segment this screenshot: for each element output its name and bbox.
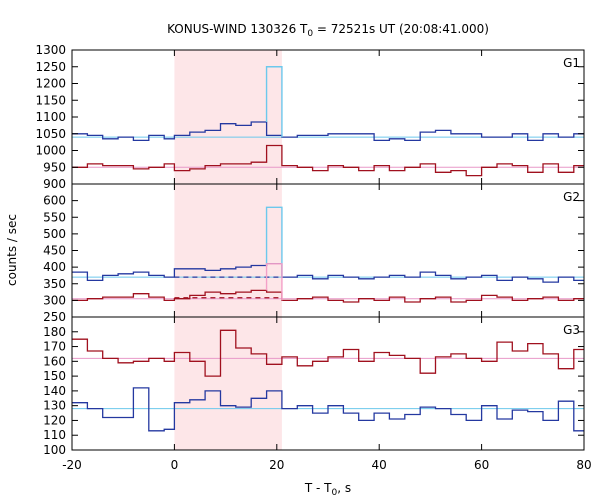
shaded-interval xyxy=(174,50,282,450)
panel-g1: 900 950 1000 1050 1100 1150 1200 1250 1300 G1 xyxy=(35,43,585,191)
x-tick-label: -20 xyxy=(62,458,82,472)
y-tick-label: 900 xyxy=(43,177,66,191)
x-axis-label-subscript: 0 xyxy=(332,488,338,498)
panel-data xyxy=(72,206,584,303)
x-tick-label: 20 xyxy=(269,458,284,472)
series-blue-peak xyxy=(265,66,283,138)
series-blue-peak xyxy=(265,206,283,278)
chart-title-suffix: = 72521s UT (20:08:41.000) xyxy=(313,22,489,36)
y-axis-label: counts / sec xyxy=(5,214,19,286)
panel-label-g3: G3 xyxy=(563,323,580,337)
chart-title-subscript: 0 xyxy=(307,29,313,39)
series-blue-series xyxy=(72,263,584,283)
y-tick-label: 170 xyxy=(43,340,66,354)
panel-data xyxy=(72,329,584,432)
y-tick-label: 150 xyxy=(43,369,66,383)
x-axis-label: T - T0, s xyxy=(304,481,351,498)
y-tick-label: 400 xyxy=(43,260,66,274)
chart-title-prefix: KONUS-WIND 130326 T xyxy=(167,22,308,36)
series-blue-series xyxy=(72,387,584,432)
y-tick-label: 1200 xyxy=(35,77,66,91)
y-tick-label: 140 xyxy=(43,384,66,398)
series-blue-series xyxy=(72,121,584,142)
y-tick-label: 350 xyxy=(43,277,66,291)
series-red-series xyxy=(72,289,584,303)
y-tick-label: 600 xyxy=(43,194,66,208)
y-tick-label: 1000 xyxy=(35,144,66,158)
series-red-series xyxy=(72,329,584,377)
x-tick-label: 80 xyxy=(576,458,591,472)
plot-area: 9009501000105011001150120012501300G12503… xyxy=(35,43,591,472)
x-tick-label: 0 xyxy=(171,458,179,472)
chart-title: KONUS-WIND 130326 T0 = 72521s UT (20:08:… xyxy=(167,22,489,39)
y-tick-label: 180 xyxy=(43,325,66,339)
panel-label-g2: G2 xyxy=(563,190,580,204)
y-tick-label: 110 xyxy=(43,428,66,442)
y-tick-label: 160 xyxy=(43,354,66,368)
panel-frame xyxy=(71,316,585,451)
y-tick-label: 300 xyxy=(43,293,66,307)
series-red-series xyxy=(72,144,584,177)
y-tick-label: 1250 xyxy=(35,60,66,74)
y-tick-label: 1150 xyxy=(35,93,66,107)
panel-label-g1: G1 xyxy=(563,56,580,70)
panel-g2: 250 300 350 400 450 500 550 600 G2 xyxy=(43,183,585,324)
y-tick-label: 1100 xyxy=(35,110,66,124)
y-tick-label: 130 xyxy=(43,399,66,413)
y-tick-label: 450 xyxy=(43,244,66,258)
y-tick-label: 550 xyxy=(43,210,66,224)
panel-data xyxy=(72,66,584,177)
series-red-peak xyxy=(265,263,283,301)
y-tick-label: 120 xyxy=(43,413,66,427)
x-axis-label-suffix: , s xyxy=(337,481,351,495)
x-axis-label-prefix: T - T xyxy=(304,481,332,495)
x-tick-label: 60 xyxy=(474,458,489,472)
y-tick-label: 250 xyxy=(43,310,66,324)
y-tick-label: 1300 xyxy=(35,43,66,57)
y-tick-label: 950 xyxy=(43,160,66,174)
x-tick-label: 40 xyxy=(372,458,387,472)
y-tick-label: 100 xyxy=(43,443,66,457)
y-tick-label: 500 xyxy=(43,227,66,241)
y-tick-label: 1050 xyxy=(35,127,66,141)
